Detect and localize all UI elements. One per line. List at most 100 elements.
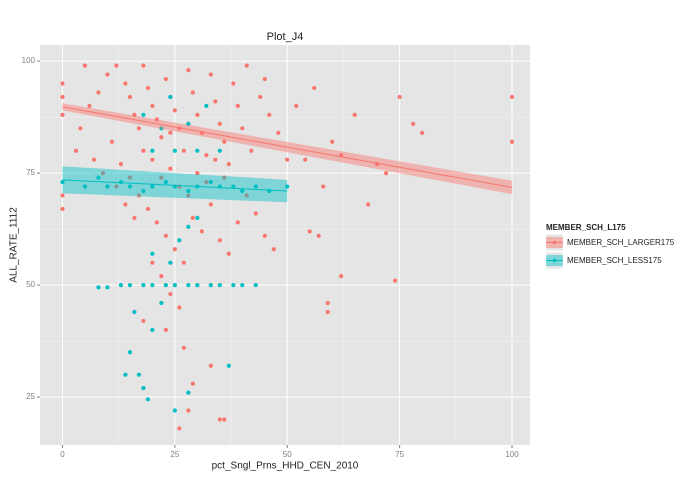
point	[213, 157, 218, 162]
point	[136, 126, 141, 131]
point	[109, 139, 115, 144]
point	[172, 247, 177, 252]
point	[393, 278, 398, 283]
grid	[40, 45, 530, 445]
point	[204, 153, 209, 158]
point	[172, 108, 177, 113]
plot-panel	[40, 45, 530, 445]
point	[145, 206, 150, 212]
point	[73, 148, 79, 153]
point	[123, 372, 128, 377]
point	[249, 148, 254, 153]
y-tick-label: 100	[22, 56, 36, 65]
point	[509, 139, 515, 144]
point	[226, 162, 231, 167]
point	[168, 130, 173, 135]
point	[141, 386, 146, 391]
point	[150, 184, 155, 189]
y-tick-label: 25	[26, 392, 35, 401]
point	[307, 229, 312, 234]
point	[150, 260, 155, 265]
x-tick-label: 75	[395, 450, 404, 459]
legend-label: MEMBER_SCH_LESS175	[567, 256, 662, 265]
point	[285, 157, 290, 162]
point	[141, 63, 146, 68]
x-tick-label: 25	[170, 450, 179, 459]
point	[222, 175, 227, 180]
point	[87, 103, 92, 109]
point	[195, 171, 200, 176]
point	[159, 274, 164, 279]
point	[96, 175, 101, 180]
point	[168, 166, 173, 171]
point	[105, 72, 110, 77]
point	[240, 188, 245, 194]
point	[154, 220, 159, 225]
point	[181, 260, 186, 265]
point	[168, 94, 173, 100]
point	[78, 126, 83, 131]
point	[159, 135, 164, 140]
point	[105, 184, 110, 189]
point	[172, 408, 177, 413]
point	[420, 130, 425, 135]
point	[217, 121, 222, 126]
point	[159, 175, 164, 180]
point	[204, 179, 209, 185]
point	[397, 94, 402, 100]
point	[118, 162, 124, 167]
point	[141, 148, 146, 153]
point	[163, 179, 168, 185]
point	[96, 90, 101, 95]
point	[213, 99, 218, 104]
point	[208, 72, 213, 77]
point	[204, 103, 209, 109]
point	[312, 85, 317, 91]
point	[276, 130, 281, 135]
legend-title: MEMBER_SCH_L175	[546, 223, 626, 232]
point	[150, 251, 155, 256]
point	[186, 224, 191, 229]
point	[411, 121, 416, 126]
point	[168, 291, 173, 297]
point	[217, 282, 222, 288]
point	[136, 372, 141, 377]
point	[60, 206, 65, 212]
point	[123, 81, 128, 86]
point	[352, 112, 357, 117]
fit-line	[62, 106, 513, 188]
point	[208, 179, 213, 185]
chart-title: Plot_J4	[267, 31, 304, 43]
point	[181, 345, 186, 350]
point	[258, 94, 263, 100]
point	[235, 220, 240, 225]
x-tick-label: 100	[505, 450, 519, 459]
point	[150, 157, 155, 162]
point	[222, 417, 227, 422]
point	[145, 85, 150, 91]
point	[163, 327, 168, 332]
point	[195, 112, 200, 117]
point	[240, 282, 245, 288]
point	[303, 157, 308, 162]
point	[366, 202, 371, 207]
point	[253, 184, 258, 189]
point	[177, 305, 182, 310]
point	[267, 112, 272, 117]
point	[217, 238, 222, 243]
point	[226, 251, 231, 256]
point	[509, 94, 515, 100]
point	[321, 184, 326, 189]
point	[123, 202, 128, 207]
point	[190, 90, 195, 95]
point	[177, 426, 182, 431]
point	[186, 121, 191, 126]
legend-label: MEMBER_SCH_LARGER175	[567, 238, 675, 247]
point	[226, 363, 231, 368]
point	[262, 233, 267, 238]
point	[208, 202, 213, 207]
point	[100, 171, 106, 176]
point	[60, 81, 65, 86]
point	[240, 126, 245, 131]
point	[325, 300, 330, 306]
